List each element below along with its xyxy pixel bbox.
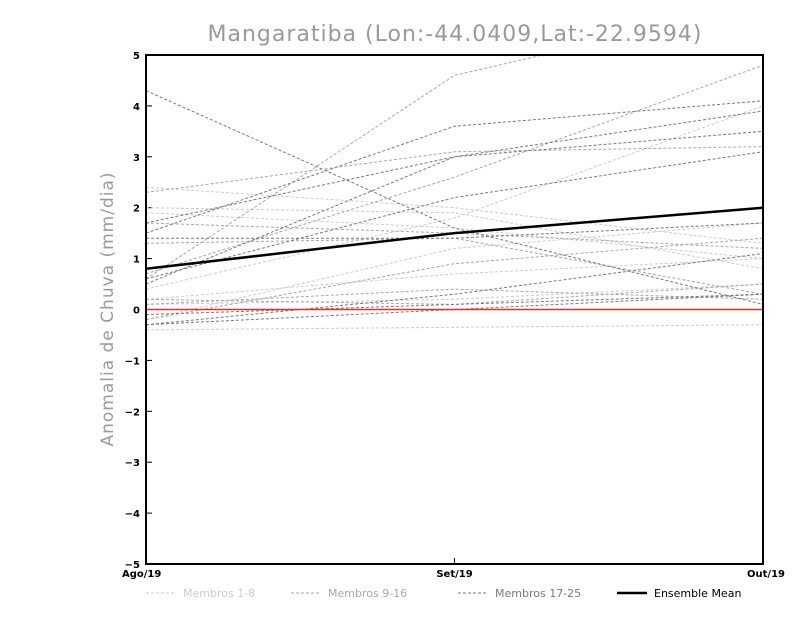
y-tick-label: −1 bbox=[125, 356, 140, 367]
y-tick-label: −3 bbox=[125, 458, 140, 469]
y-tick-label: 2 bbox=[133, 204, 140, 215]
member-line bbox=[146, 222, 763, 249]
member-line bbox=[146, 293, 763, 326]
y-tick-label: 5 bbox=[133, 51, 140, 62]
y-axis-ticks: −5 −4 −3 −2 −1 0 1 2 3 4 5 bbox=[125, 51, 152, 571]
legend-label: Membros 1-8 bbox=[183, 587, 255, 600]
member-line bbox=[146, 100, 763, 234]
legend-label: Membros 9-16 bbox=[328, 587, 407, 600]
member-line bbox=[146, 64, 763, 275]
x-tick-label: Set/19 bbox=[436, 569, 472, 580]
member-line bbox=[146, 146, 763, 193]
y-tick-label: 1 bbox=[133, 255, 140, 266]
member-line bbox=[146, 105, 763, 290]
y-axis-label: Anomalia de Chuva (mm/dia) bbox=[98, 171, 118, 446]
member-line bbox=[146, 222, 763, 321]
x-tick-label: Out/19 bbox=[747, 569, 785, 580]
y-tick-label: 3 bbox=[133, 153, 140, 164]
y-tick-label: −5 bbox=[125, 560, 140, 571]
ensemble-mean-line bbox=[146, 206, 763, 271]
member-line bbox=[146, 207, 763, 270]
member-line bbox=[146, 288, 763, 305]
plot-frame bbox=[145, 54, 764, 565]
y-tick-label: −4 bbox=[125, 509, 140, 520]
series-lines bbox=[146, 55, 763, 331]
x-tick-label: Ago/19 bbox=[122, 569, 161, 580]
member-line bbox=[146, 253, 763, 326]
member-line bbox=[146, 110, 763, 285]
x-axis-ticks: Ago/19 Set/19 Out/19 bbox=[122, 558, 785, 580]
member-line bbox=[146, 283, 763, 305]
y-tick-label: −2 bbox=[125, 407, 140, 418]
member-line bbox=[146, 222, 763, 239]
y-tick-label: 0 bbox=[133, 306, 140, 317]
member-line bbox=[146, 151, 763, 280]
member-line bbox=[146, 258, 763, 300]
member-line bbox=[146, 237, 763, 295]
chart-title: Mangaratiba (Lon:-44.0409,Lat:-22.9594) bbox=[207, 22, 702, 47]
member-line bbox=[146, 237, 763, 321]
legend-label: Membros 17-25 bbox=[495, 587, 581, 600]
member-line bbox=[146, 283, 763, 305]
member-line bbox=[146, 324, 763, 331]
legend-label: Ensemble Mean bbox=[654, 587, 741, 600]
member-line bbox=[146, 130, 763, 224]
member-line bbox=[146, 293, 763, 316]
y-tick-label: 4 bbox=[133, 102, 140, 113]
member-line bbox=[146, 90, 763, 305]
legend: Membros 1-8 Membros 9-16 Membros 17-25 Ense… bbox=[146, 587, 741, 600]
member-line bbox=[146, 212, 763, 260]
